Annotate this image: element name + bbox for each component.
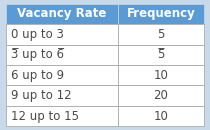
Text: 10: 10 — [154, 69, 168, 82]
Text: 0 up to 3: 0 up to 3 — [11, 28, 64, 41]
Text: 9 up to 12: 9 up to 12 — [11, 89, 71, 102]
Text: 20: 20 — [154, 89, 168, 102]
Text: 5: 5 — [157, 28, 165, 41]
Text: Frequency: Frequency — [127, 7, 195, 20]
Text: 6 up to 9: 6 up to 9 — [11, 69, 64, 82]
Text: 12 up to 15: 12 up to 15 — [11, 110, 79, 123]
Text: 5̅: 5̅ — [157, 48, 165, 61]
Text: 10: 10 — [154, 110, 168, 123]
Text: 3̅ up to 6̅: 3̅ up to 6̅ — [11, 48, 64, 61]
Text: Vacancy Rate: Vacancy Rate — [17, 7, 106, 20]
